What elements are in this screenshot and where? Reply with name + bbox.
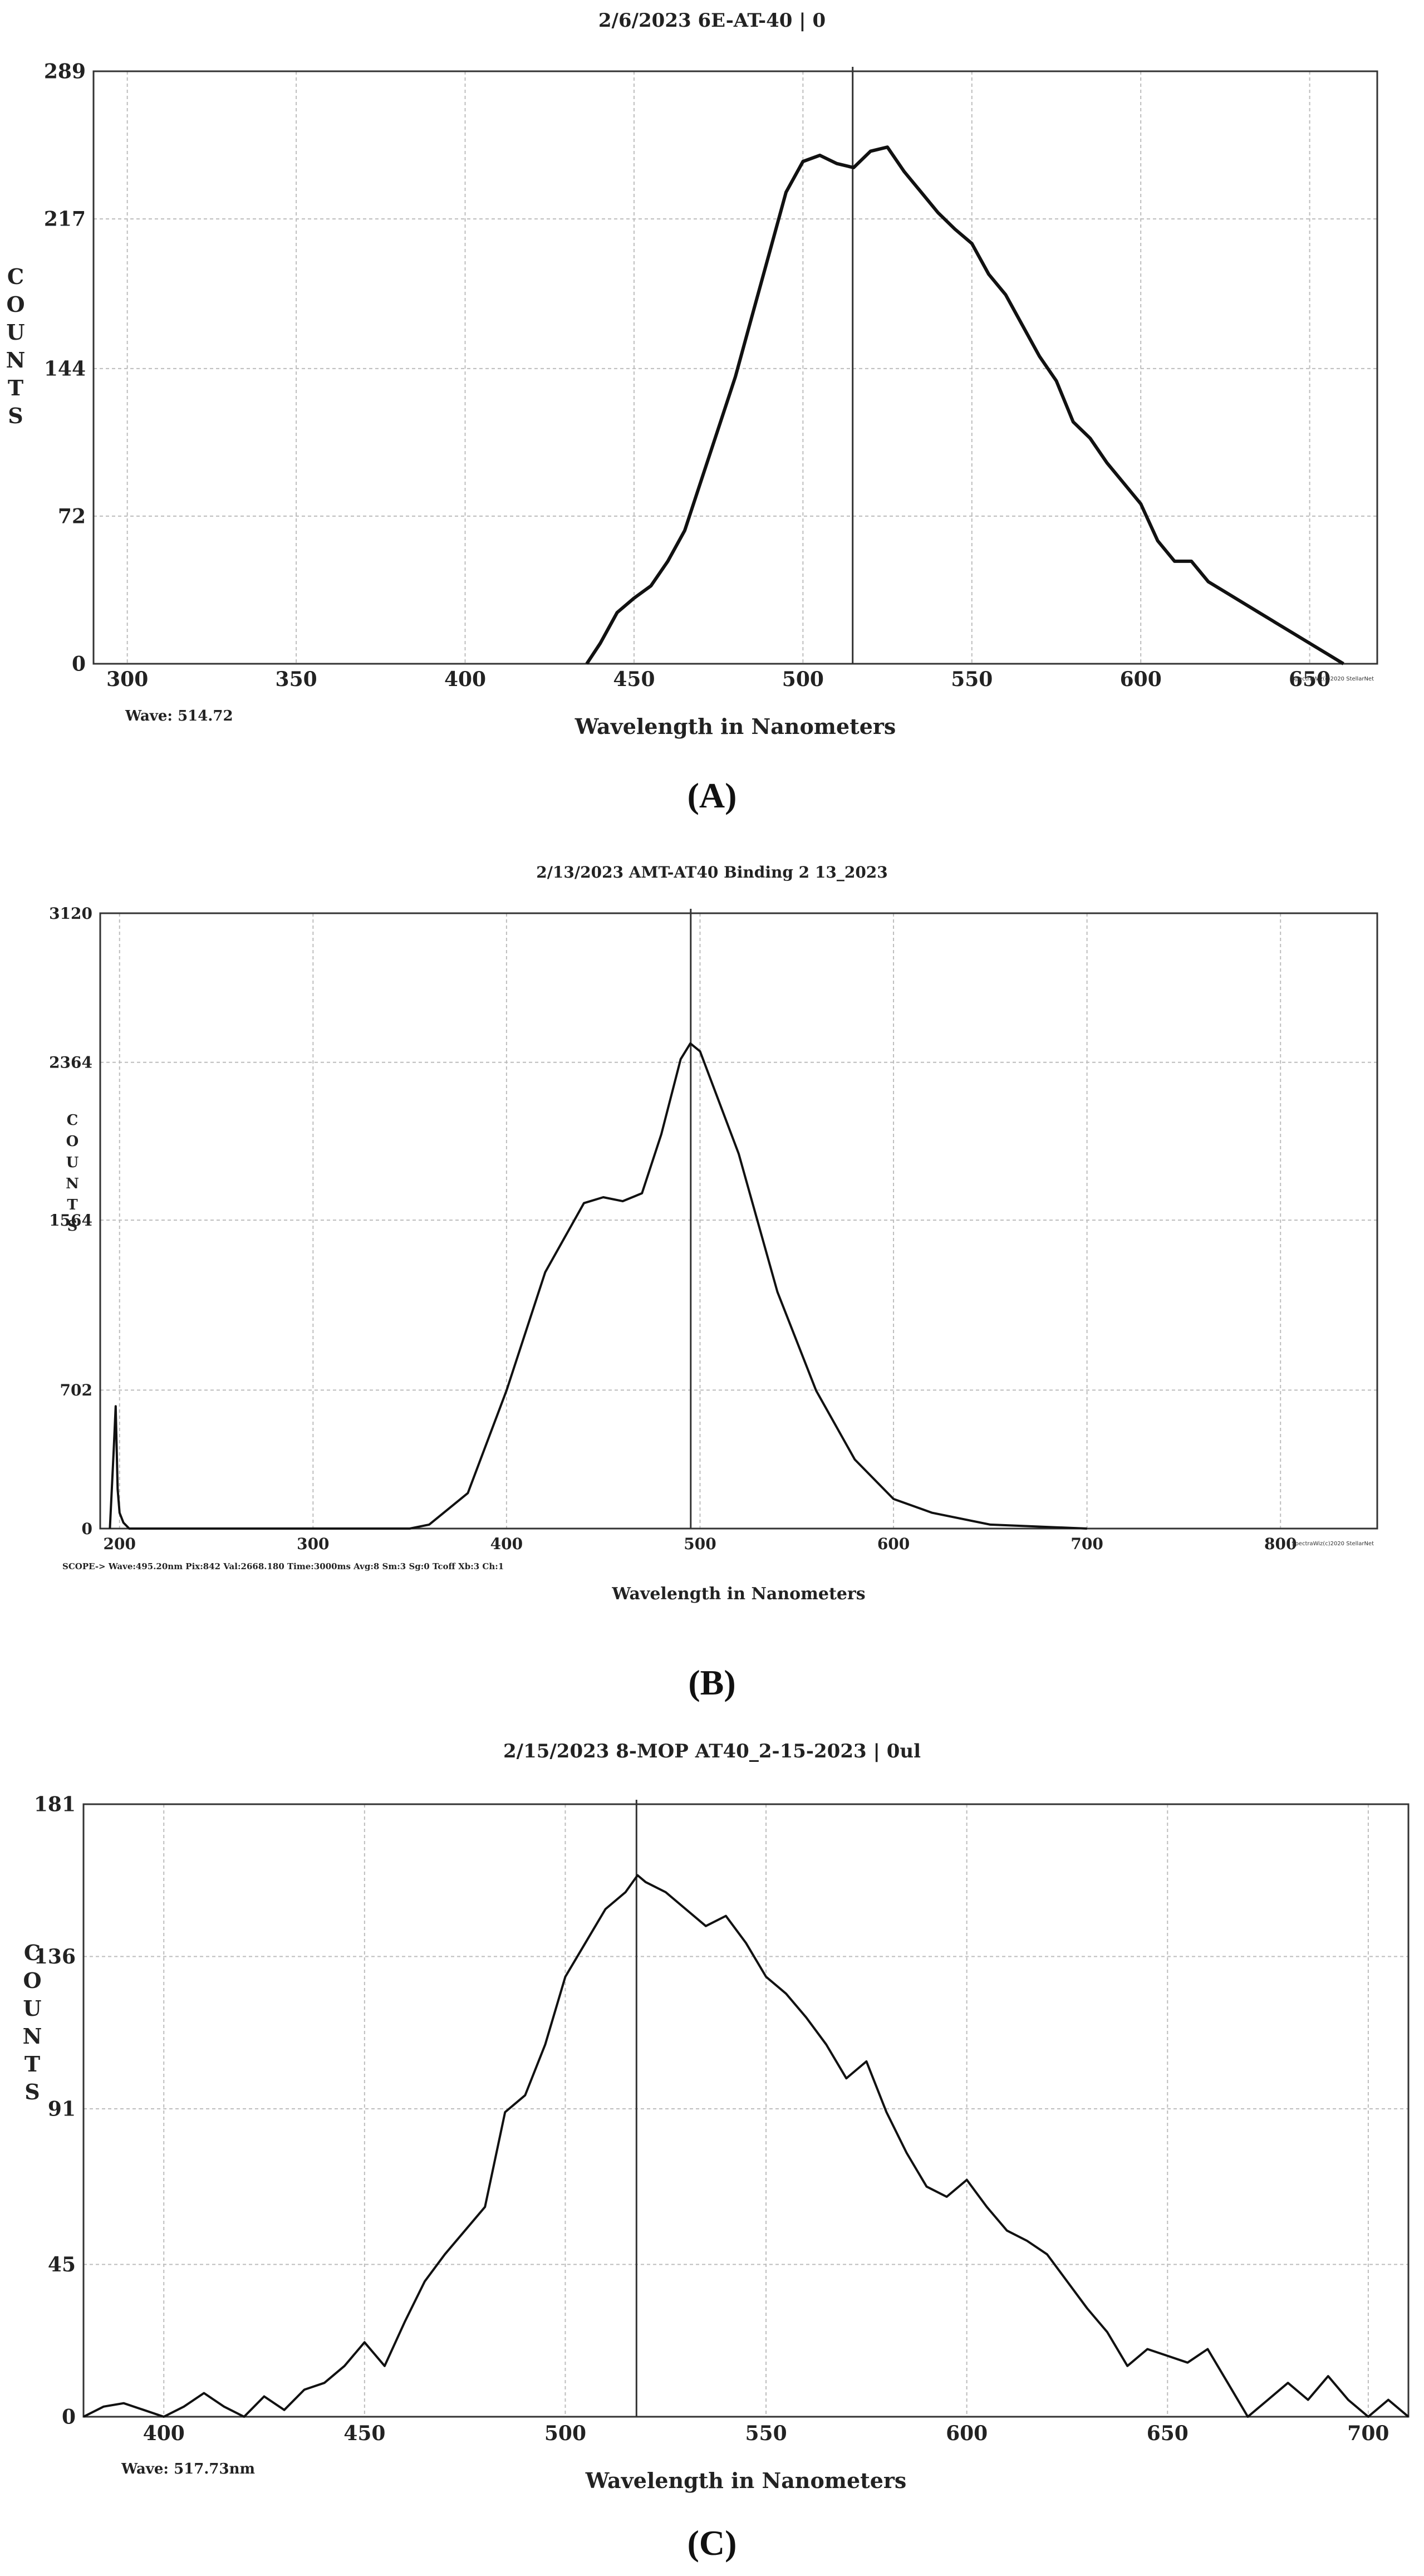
chart-title: 2/6/2023 6E-AT-40 | 0 [598,9,826,32]
y-axis-label-letter: T [8,375,23,400]
y-tick-label: 3120 [49,904,92,923]
y-tick-label: 72 [58,505,86,528]
plot-frame [82,1803,1410,2418]
y-axis-label-letter: C [24,1940,41,1965]
y-tick-label: 1564 [49,1211,92,1230]
x-tick-label: 500 [684,1535,716,1553]
x-axis-label: Wavelength in Nanometers [574,714,896,739]
x-tick-label: 550 [745,2422,787,2445]
y-axis-label-letter: T [24,2051,40,2077]
x-axis-label: Wavelength in Nanometers [611,1584,865,1604]
y-tick-label: 136 [34,1945,76,1968]
y-tick-label: 217 [44,208,86,231]
y-tick-label: 0 [62,2406,76,2429]
x-tick-label: 550 [951,668,993,691]
plot-frame [92,70,1378,665]
panel-c: 2/15/2023 8-MOP AT40_2-15-2023 | 0ul 0 45 9… [0,1737,1424,2539]
y-axis-label-letter: O [6,292,24,317]
y-tick-label: 144 [44,357,86,380]
panel-label-b: (B) [688,1663,736,1702]
x-tick-label: 600 [1120,668,1162,691]
y-axis-label-letter: O [23,1968,41,1993]
x-tick-label: 800 [1264,1535,1297,1553]
y-axis-label-letter: T [67,1197,78,1213]
chart-title: 2/13/2023 AMT-AT40 Binding 2 13_2023 [536,863,888,881]
x-tick-label: 200 [104,1535,136,1553]
series-line [585,145,1344,665]
y-tick-label: 91 [48,2098,76,2121]
chart-a: 2/6/2023 6E-AT-40 | 0 0 72 144 217 289 300 350 4… [6,9,1378,739]
x-tick-label: 600 [877,1535,910,1553]
chart-c: 2/15/2023 8-MOP AT40_2-15-2023 | 0ul 0 45 9… [23,1740,1410,2493]
y-axis-label-letter: C [67,1112,78,1129]
series-line [109,1042,1087,1530]
y-axis-label-letter: S [8,403,23,428]
y-tick-label: 2364 [49,1054,92,1072]
x-tick-label: 350 [276,668,317,691]
x-tick-label: 650 [1147,2422,1189,2445]
footer-readout: Wave: 514.72 [125,708,233,724]
x-tick-label: 400 [143,2422,185,2445]
series-line [83,1874,1410,2418]
y-axis-label-letter: C [7,264,24,289]
panel-label-c: (C) [687,2523,737,2563]
y-tick-label: 0 [72,653,86,676]
y-tick-label: 702 [60,1381,92,1399]
y-axis-label-letter: N [6,347,26,373]
y-tick-label: 289 [44,60,86,84]
y-axis-label-letter: U [66,1154,79,1171]
x-tick-label: 300 [297,1535,329,1553]
y-axis-label-letter: U [23,1996,41,2021]
corner-credit: SpectraWiz(c)2020 StellarNet [1292,1541,1374,1547]
plot-frame [99,912,1378,1530]
y-tick-label: 0 [82,1520,92,1538]
y-tick-label: 45 [48,2253,76,2276]
x-tick-label: 450 [613,668,655,691]
y-axis-label-letter: N [66,1176,79,1192]
y-axis-label-letter: S [24,2079,40,2104]
corner-credit: SpectraWiz(c)2020 StellarNet [1292,676,1374,682]
x-axis-label: Wavelength in Nanometers [585,2468,907,2493]
footer-readout: Wave: 517.73nm [121,2461,255,2477]
y-axis-label-letter: N [23,2024,42,2049]
footer-readout: SCOPE-> Wave:495.20nm Pix:842 Val:2668.1… [62,1561,504,1571]
x-tick-label: 650 [1289,668,1330,691]
x-tick-label: 300 [106,668,148,691]
chart-title: 2/15/2023 8-MOP AT40_2-15-2023 | 0ul [503,1740,921,1762]
x-tick-label: 400 [490,1535,523,1553]
panel-a: 2/6/2023 6E-AT-40 | 0 0 72 144 217 289 300 350 4… [0,0,1424,824]
y-axis-label-letter: O [66,1133,79,1150]
chart-b: 2/13/2023 AMT-AT40 Binding 2 13_2023 0 702… [49,863,1378,1604]
x-tick-label: 500 [544,2422,586,2445]
x-tick-label: 400 [444,668,486,691]
x-tick-label: 600 [946,2422,988,2445]
y-tick-label: 181 [34,1793,76,1816]
x-tick-label: 700 [1071,1535,1103,1553]
panel-b: 2/13/2023 AMT-AT40 Binding 2 13_2023 0 702… [0,846,1424,1671]
x-tick-label: 450 [343,2422,385,2445]
panel-label-a: (A) [687,776,737,815]
y-axis-label-letter: U [6,320,24,345]
y-axis-label-letter: S [67,1218,78,1235]
x-tick-label: 500 [782,668,824,691]
x-tick-label: 700 [1347,2422,1389,2445]
